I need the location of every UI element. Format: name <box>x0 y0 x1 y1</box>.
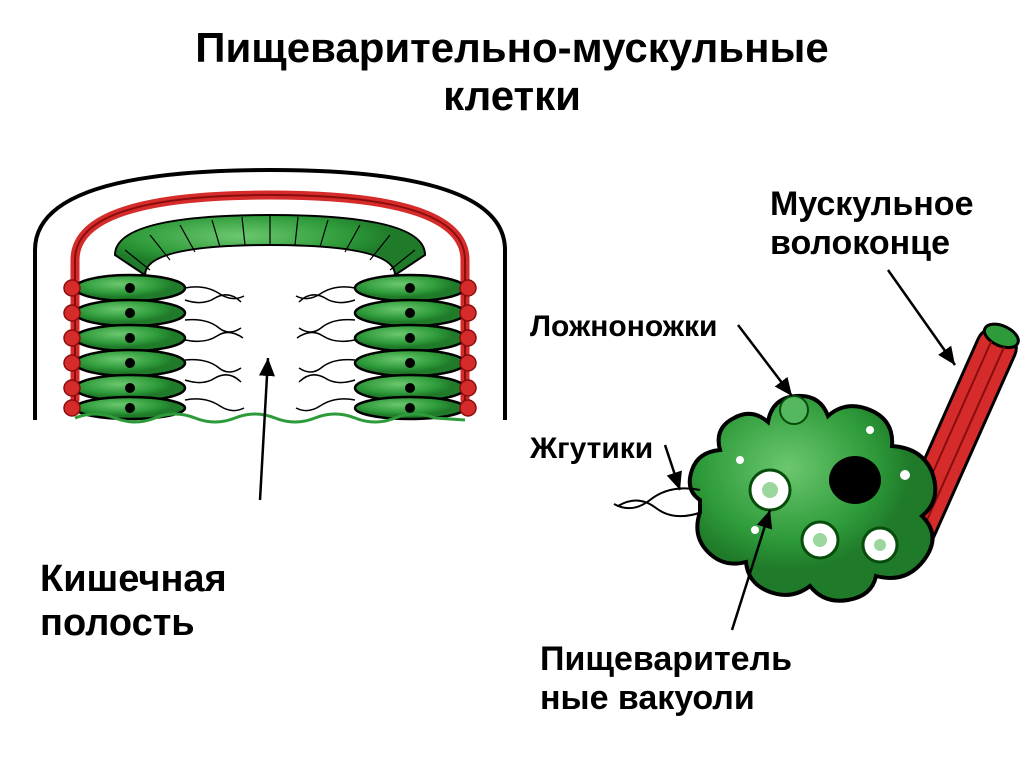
biology-diagram <box>0 0 1024 767</box>
single-cell <box>614 319 1024 601</box>
cross-section <box>35 170 505 500</box>
